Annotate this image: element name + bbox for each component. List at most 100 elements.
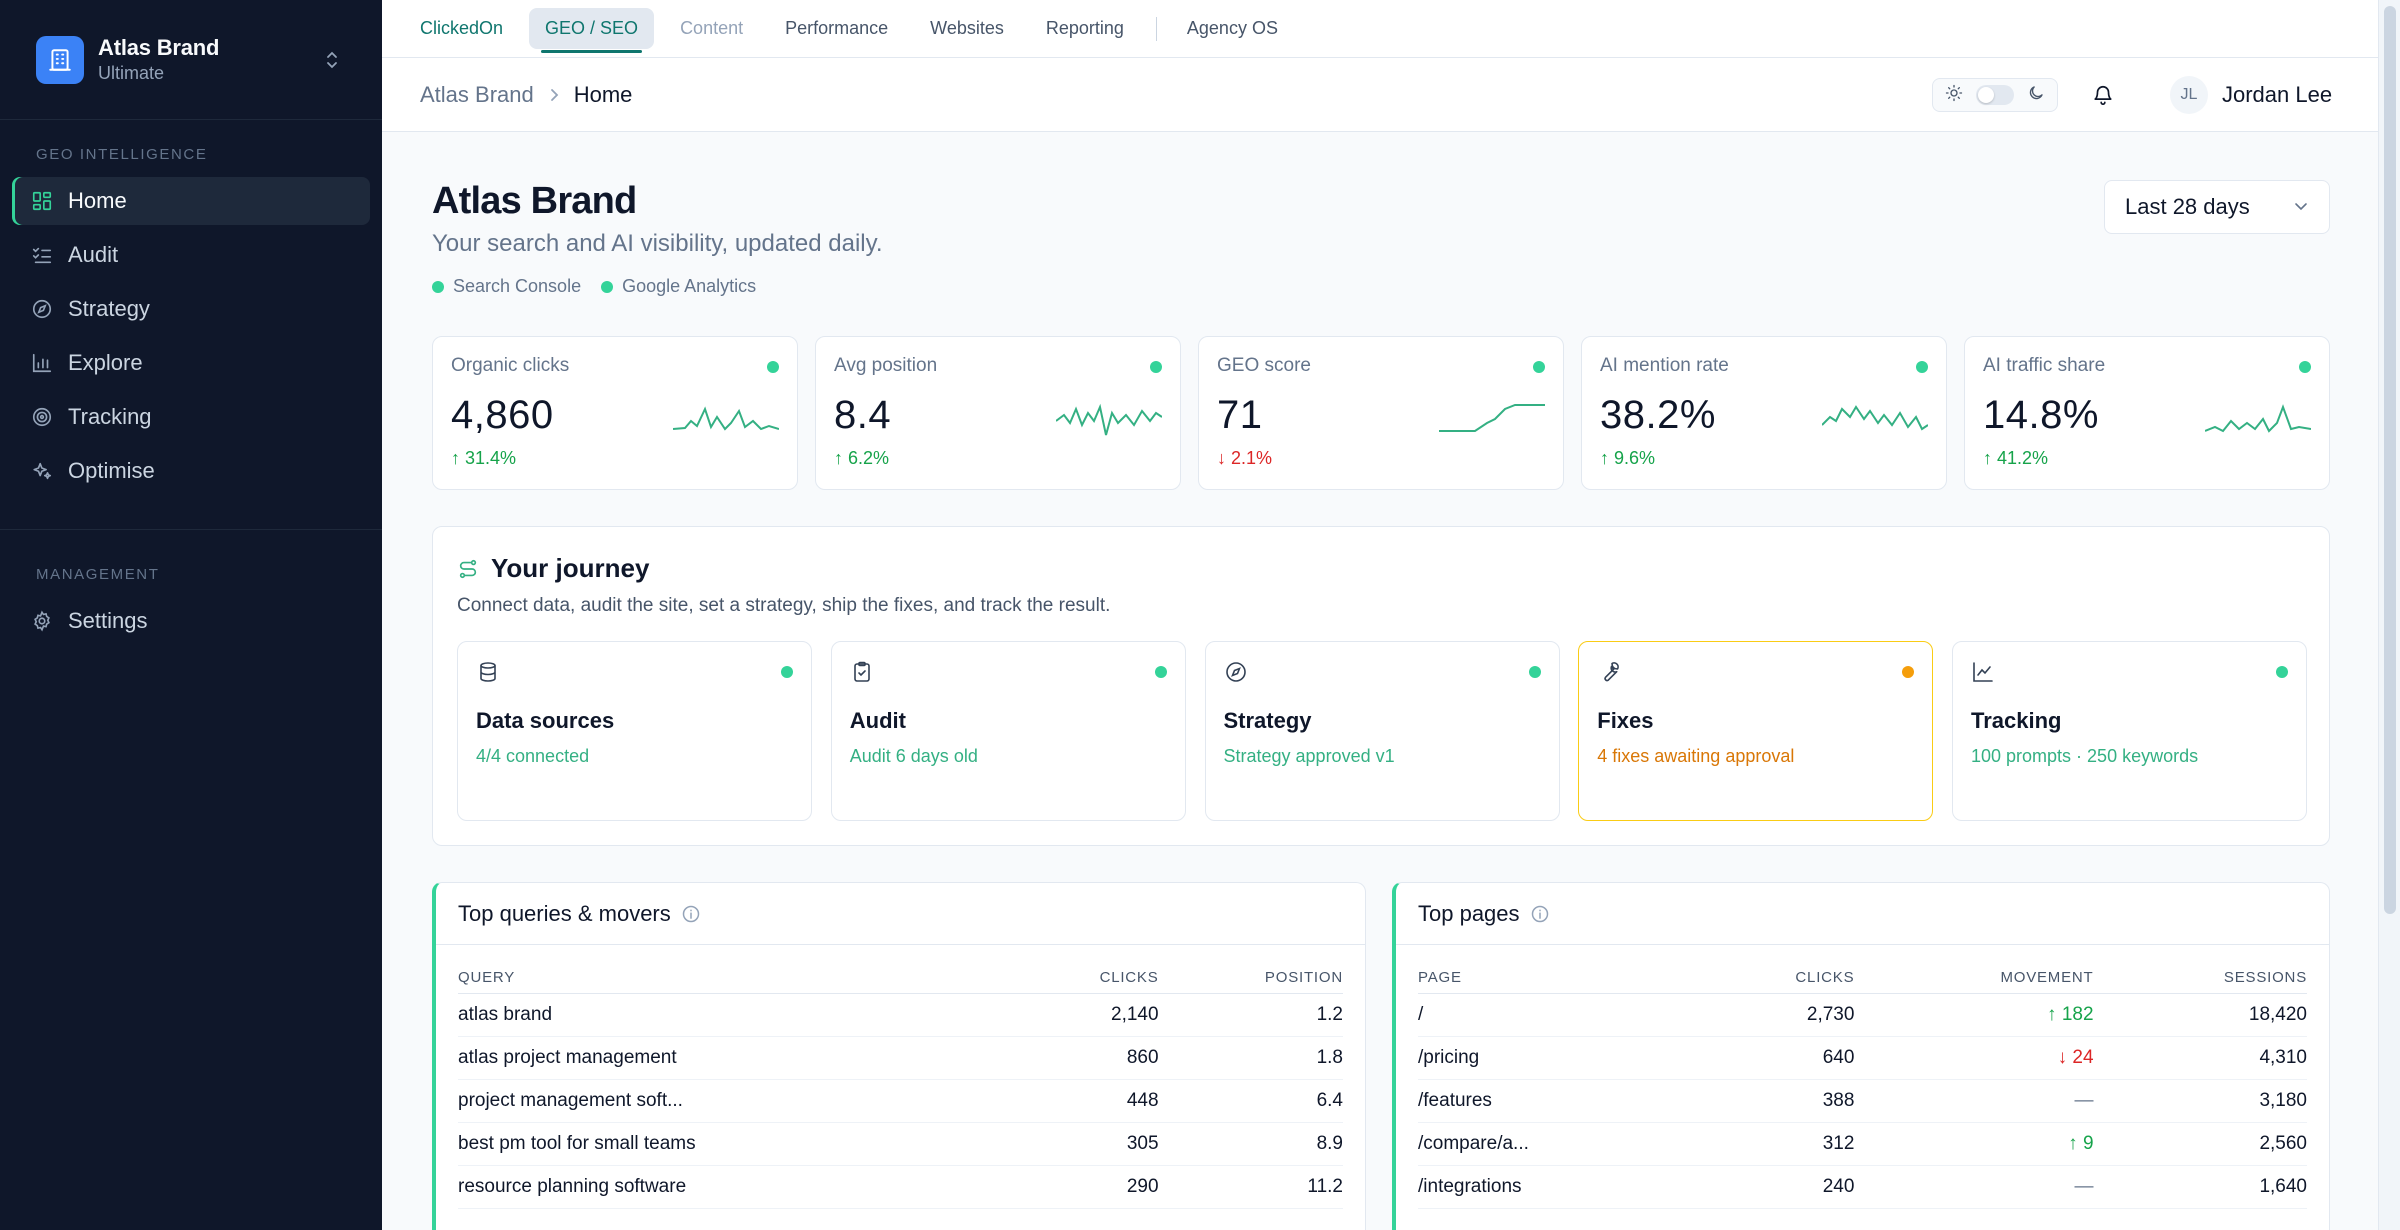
workspace-switcher[interactable]: Atlas Brand Ultimate	[0, 0, 382, 120]
status-dot	[601, 280, 614, 293]
clicks-cell: 312	[1702, 1122, 1855, 1166]
sidebar-item-label: Optimise	[68, 458, 155, 483]
arrow-up-icon: ↑	[2047, 1003, 2062, 1025]
column-header[interactable]: PAGE	[1418, 963, 1703, 994]
table-row[interactable]: resource planning software 290 11.2	[458, 1165, 1343, 1209]
kpi-card-avg-position[interactable]: Avg position 8.4 ↑ 6.2%	[815, 336, 1181, 490]
step-title: Tracking	[1971, 708, 2062, 733]
journey-step-strategy[interactable]: Strategy Strategy approved v1	[1204, 641, 1560, 821]
info-icon[interactable]	[681, 904, 701, 924]
page-title: Atlas Brand	[432, 180, 637, 222]
sidebar-item-home[interactable]: Home	[12, 177, 370, 225]
sidebar-item-label: Audit	[68, 242, 119, 267]
sidebar-item-optimise[interactable]: Optimise	[12, 447, 370, 495]
step-status: Audit 6 days old	[849, 746, 978, 766]
step-title: Data sources	[476, 708, 615, 733]
table-header-row: PAGE CLICKS MOVEMENT SESSIONS	[1418, 963, 2307, 994]
clicks-cell: 448	[1019, 1079, 1159, 1123]
column-header[interactable]: QUERY	[458, 963, 1020, 994]
sparkline	[1439, 404, 1545, 432]
tab-geo-seo[interactable]: GEO / SEO	[529, 8, 655, 53]
kpi-delta: ↑ 41.2%	[1983, 448, 2311, 469]
panel-title: Top queries & movers	[458, 900, 671, 926]
column-header[interactable]: SESSIONS	[2093, 963, 2307, 994]
chevrons-up-down-icon[interactable]	[318, 46, 346, 74]
checklist-icon	[30, 243, 54, 267]
panel-header: Top queries & movers	[436, 883, 1365, 945]
column-header[interactable]: CLICKS	[1019, 963, 1159, 994]
table-row[interactable]: project management soft... 448 6.4	[458, 1079, 1343, 1123]
kpi-value: 8.4	[834, 393, 892, 437]
clipboard-icon	[850, 660, 876, 686]
clicks-cell: 860	[1019, 1036, 1159, 1080]
tab-clickedon[interactable]: ClickedOn	[420, 18, 504, 38]
clicks-cell: 388	[1702, 1079, 1855, 1123]
step-status: 4/4 connected	[476, 746, 590, 766]
sidebar-item-audit[interactable]: Audit	[12, 231, 370, 279]
kpi-delta-value: 6.2%	[848, 448, 890, 468]
journey-step-tracking[interactable]: Tracking 100 prompts · 250 keywords	[1952, 641, 2307, 821]
kpi-card-ai-traffic-share[interactable]: AI traffic share 14.8% ↑ 41.2%	[1964, 336, 2330, 490]
kpi-row: Organic clicks 4,860 ↑ 31.4% Avg positio…	[432, 336, 2330, 490]
journey-heading: Your journey	[457, 553, 649, 584]
sidebar-item-tracking[interactable]: Tracking	[12, 393, 370, 441]
table-row[interactable]: best pm tool for small teams 305 8.9	[458, 1122, 1343, 1166]
tab-performance[interactable]: Performance	[785, 18, 889, 38]
table-row[interactable]: atlas project management 860 1.8	[458, 1036, 1343, 1080]
page-cell: /compare/a...	[1418, 1122, 1703, 1166]
journey-step-data-sources[interactable]: Data sources 4/4 connected	[457, 641, 812, 821]
column-header[interactable]: POSITION	[1158, 963, 1343, 994]
sun-icon	[1945, 84, 1963, 107]
table-row[interactable]: /features 388 —3,180	[1418, 1079, 2307, 1123]
column-header[interactable]: CLICKS	[1702, 963, 1855, 994]
table-row[interactable]: /pricing 640 ↓ 24 4,310	[1418, 1036, 2307, 1080]
bar-chart-icon	[30, 351, 54, 375]
status-dot	[1902, 666, 1915, 678]
table-row[interactable]: /2,730 ↑ 182 18,420	[1418, 993, 2307, 1037]
kpi-delta-value: 31.4%	[465, 448, 517, 468]
arrow-up-icon: ↑	[2068, 1132, 2083, 1154]
table-row[interactable]: /integrations 240 —1,640	[1418, 1165, 2307, 1209]
journey-step-fixes[interactable]: Fixes 4 fixes awaiting approval	[1578, 641, 1934, 821]
date-range-select[interactable]: Last 28 days	[2104, 180, 2330, 234]
info-icon[interactable]	[1530, 904, 1550, 924]
kpi-value: 14.8%	[1983, 393, 2099, 437]
kpi-delta: ↓ 2.1%	[1217, 448, 1545, 469]
table-row[interactable]: /compare/a... 312 ↑ 9 2,560	[1418, 1122, 2307, 1166]
status-dot	[1916, 361, 1928, 373]
theme-toggle[interactable]	[1932, 78, 2058, 112]
top-queries-table: QUERY CLICKS POSITION atlas brand 2,140 1.…	[458, 963, 1343, 1209]
table-row[interactable]: atlas brand 2,140 1.2	[458, 993, 1343, 1037]
user-menu[interactable]: JL Jordan Lee	[2170, 76, 2332, 114]
tab-content[interactable]: Content	[680, 18, 744, 38]
tab-agency-os[interactable]: Agency OS	[1186, 18, 1278, 38]
step-status: 4 fixes awaiting approval	[1597, 746, 1795, 766]
page-cell: /integrations	[1418, 1165, 1703, 1209]
kpi-value: 38.2%	[1600, 393, 1716, 437]
status-dot	[432, 280, 444, 293]
nav-management: MANAGEMENT Settings	[0, 542, 382, 645]
kpi-card-geo-score[interactable]: GEO score 71 ↓ 2.1%	[1198, 336, 1564, 490]
tab-websites[interactable]: Websites	[930, 18, 1004, 38]
clicks-cell: 305	[1019, 1122, 1159, 1166]
sidebar-item-settings[interactable]: Settings	[12, 597, 370, 645]
theme-switch[interactable]	[1976, 85, 2014, 105]
data-sources-status: Search Console Google Analytics	[432, 276, 776, 297]
page-cell: /	[1418, 993, 1703, 1037]
kpi-card-ai-mention-rate[interactable]: AI mention rate 38.2% ↑ 9.6%	[1581, 336, 1947, 490]
scrollbar-thumb[interactable]	[2384, 6, 2396, 914]
nav-heading: GEO INTELLIGENCE	[36, 146, 208, 163]
kpi-card-organic-clicks[interactable]: Organic clicks 4,860 ↑ 31.4%	[432, 336, 798, 490]
sessions-cell: 2,560	[2093, 1122, 2307, 1166]
position-cell: 1.8	[1158, 1036, 1343, 1080]
bell-icon[interactable]	[2088, 80, 2118, 110]
column-header[interactable]: MOVEMENT	[1854, 963, 2094, 994]
breadcrumb-parent[interactable]: Atlas Brand	[420, 81, 534, 107]
position-cell: 11.2	[1158, 1165, 1343, 1209]
sidebar-item-explore[interactable]: Explore	[12, 339, 370, 387]
sidebar-item-strategy[interactable]: Strategy	[12, 285, 370, 333]
source-label: Search Console	[453, 276, 582, 296]
tab-reporting[interactable]: Reporting	[1045, 18, 1124, 38]
journey-step-audit[interactable]: Audit Audit 6 days old	[830, 641, 1186, 821]
page-scrollbar[interactable]	[2378, 0, 2400, 1230]
